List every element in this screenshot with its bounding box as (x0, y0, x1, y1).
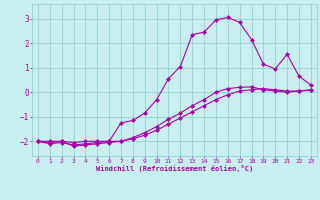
X-axis label: Windchill (Refroidissement éolien,°C): Windchill (Refroidissement éolien,°C) (96, 165, 253, 172)
